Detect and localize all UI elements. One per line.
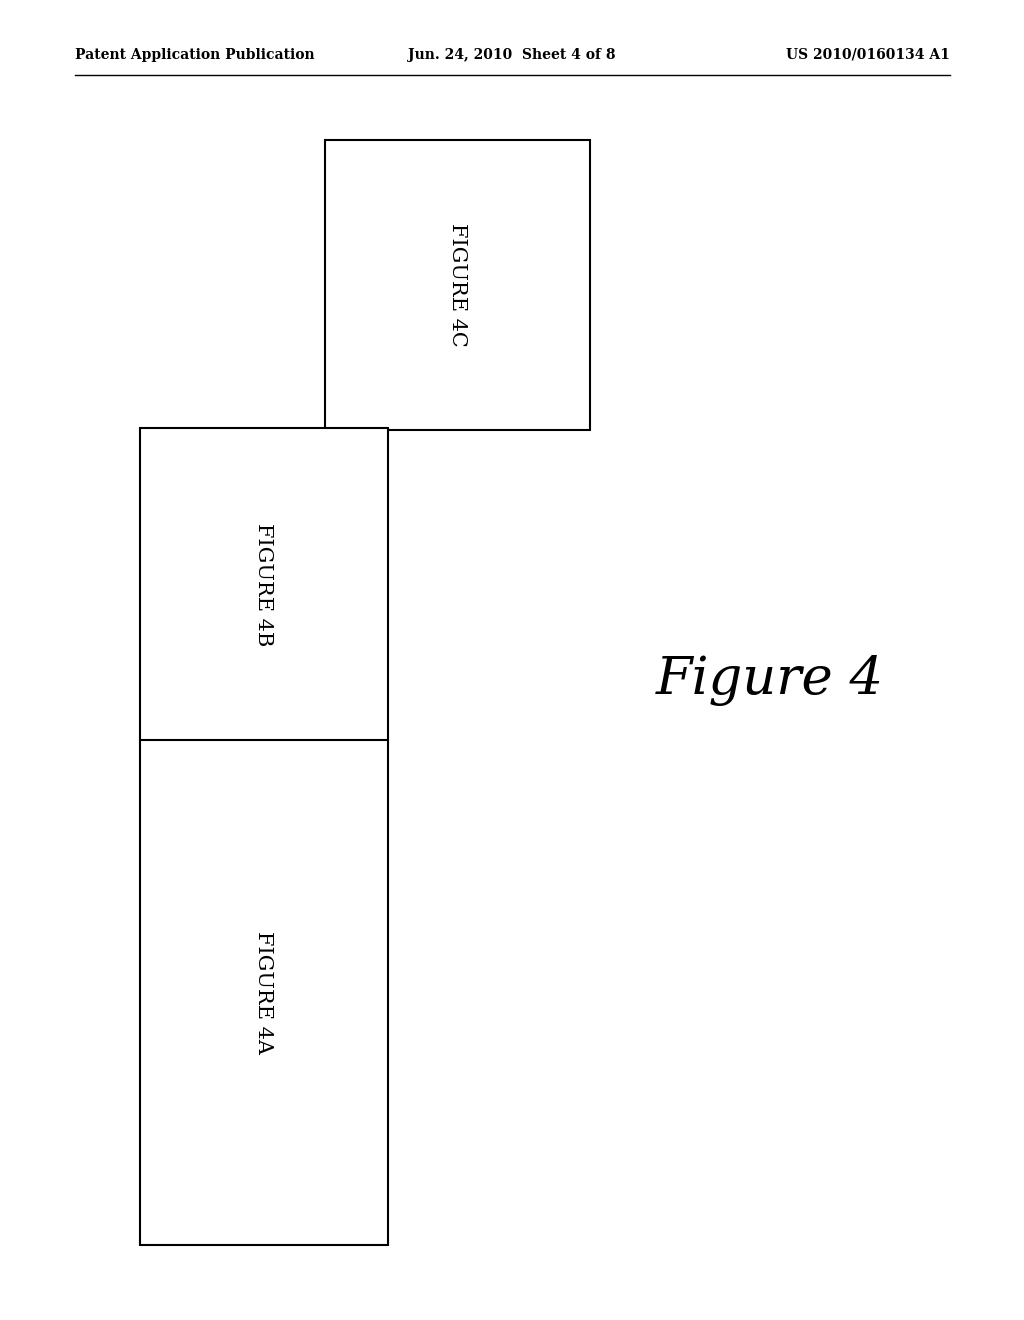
Bar [140, 741, 388, 1245]
Bar [140, 428, 388, 742]
Text: Patent Application Publication: Patent Application Publication [75, 48, 314, 62]
Text: Jun. 24, 2010  Sheet 4 of 8: Jun. 24, 2010 Sheet 4 of 8 [409, 48, 615, 62]
Bar [325, 140, 590, 430]
Text: US 2010/0160134 A1: US 2010/0160134 A1 [786, 48, 950, 62]
Text: FIGURE 4A: FIGURE 4A [255, 931, 273, 1053]
Text: FIGURE 4B: FIGURE 4B [255, 523, 273, 647]
Text: Figure 4: Figure 4 [656, 655, 884, 705]
Text: FIGURE 4C: FIGURE 4C [449, 223, 467, 347]
